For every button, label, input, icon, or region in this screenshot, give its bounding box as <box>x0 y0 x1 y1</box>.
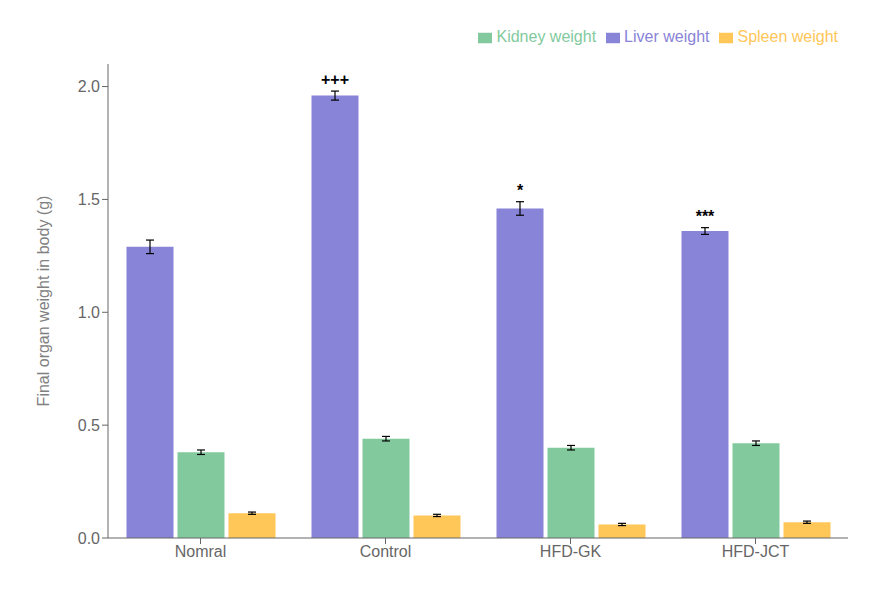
html-text:Liver weight: Liver weight <box>624 28 710 45</box>
svg-text:0.5: 0.5 <box>78 417 100 434</box>
svg-text:HFD-JCT: HFD-JCT <box>722 543 790 560</box>
svg-text:***: *** <box>696 208 715 225</box>
svg-text:Final organ weight in body (g): Final organ weight in body (g) <box>35 196 52 407</box>
svg-text:HFD-GK: HFD-GK <box>540 543 602 560</box>
html-text:Kidney weight: Kidney weight <box>496 28 597 45</box>
svg-text:0.0: 0.0 <box>78 530 100 547</box>
svg-text:2.0: 2.0 <box>78 78 100 95</box>
svg-text:*: * <box>517 182 524 199</box>
svg-text:Nomral: Nomral <box>175 543 227 560</box>
html-text:Spleen weight: Spleen weight <box>737 28 838 45</box>
svg-text:1.5: 1.5 <box>78 191 100 208</box>
svg-text:+++: +++ <box>321 71 349 88</box>
svg-text:Control: Control <box>360 543 412 560</box>
svg-text:1.0: 1.0 <box>78 304 100 321</box>
